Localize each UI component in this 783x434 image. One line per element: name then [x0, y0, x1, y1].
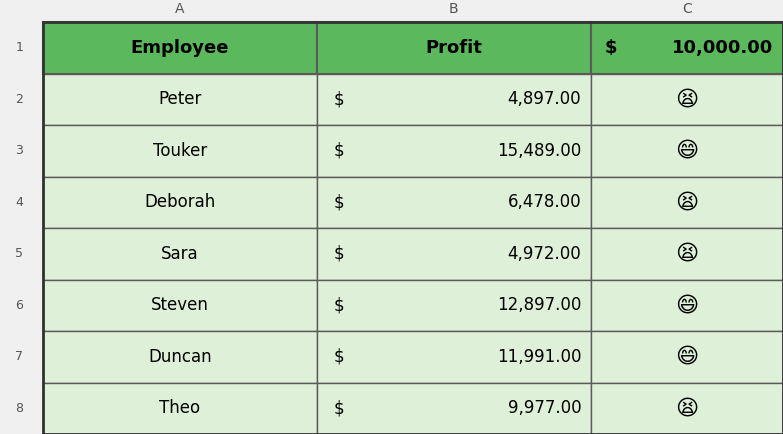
- Text: 😫: 😫: [675, 89, 698, 109]
- Text: Sara: Sara: [161, 245, 199, 263]
- Bar: [590, 177, 783, 228]
- Text: 12,897.00: 12,897.00: [497, 296, 581, 314]
- Bar: [590, 125, 783, 177]
- Text: Employee: Employee: [131, 39, 229, 57]
- Text: 6,478.00: 6,478.00: [507, 193, 581, 211]
- Bar: [43, 177, 317, 228]
- Text: 4,972.00: 4,972.00: [507, 245, 581, 263]
- Bar: [317, 279, 590, 331]
- Text: $: $: [334, 348, 345, 366]
- Text: $: $: [334, 142, 345, 160]
- Text: 😄: 😄: [675, 141, 698, 161]
- Bar: [590, 279, 783, 331]
- Text: 2: 2: [16, 93, 23, 106]
- Text: 4: 4: [16, 196, 23, 209]
- Bar: [590, 73, 783, 125]
- Text: 😫: 😫: [675, 192, 698, 212]
- Text: 9,977.00: 9,977.00: [507, 399, 581, 417]
- Bar: [43, 279, 317, 331]
- Text: $: $: [334, 399, 345, 417]
- Text: 8: 8: [16, 402, 23, 415]
- Text: 7: 7: [16, 350, 23, 363]
- Bar: [317, 73, 590, 125]
- Text: 3: 3: [16, 144, 23, 157]
- Text: A: A: [175, 2, 185, 16]
- Text: 15,489.00: 15,489.00: [497, 142, 581, 160]
- Bar: [590, 22, 783, 73]
- Text: $: $: [604, 39, 617, 57]
- Bar: [43, 331, 317, 382]
- Bar: [317, 125, 590, 177]
- Bar: [590, 382, 783, 434]
- Text: $: $: [334, 296, 345, 314]
- Text: 1: 1: [16, 41, 23, 54]
- Bar: [590, 228, 783, 279]
- Text: 5: 5: [16, 247, 23, 260]
- Text: $: $: [334, 245, 345, 263]
- Text: 😫: 😫: [675, 244, 698, 264]
- Text: Peter: Peter: [158, 90, 202, 108]
- Text: $: $: [334, 90, 345, 108]
- Text: 10,000.00: 10,000.00: [673, 39, 774, 57]
- Text: Duncan: Duncan: [148, 348, 211, 366]
- Bar: [590, 331, 783, 382]
- Text: 😄: 😄: [675, 347, 698, 367]
- Text: 4,897.00: 4,897.00: [507, 90, 581, 108]
- Bar: [317, 177, 590, 228]
- Text: Steven: Steven: [151, 296, 209, 314]
- Text: 11,991.00: 11,991.00: [496, 348, 581, 366]
- Bar: [43, 22, 317, 73]
- Bar: [317, 382, 590, 434]
- Text: Touker: Touker: [153, 142, 207, 160]
- Text: Deborah: Deborah: [144, 193, 215, 211]
- Bar: [43, 382, 317, 434]
- Text: 6: 6: [16, 299, 23, 312]
- Bar: [43, 73, 317, 125]
- Text: 😄: 😄: [675, 295, 698, 315]
- Bar: [317, 228, 590, 279]
- Bar: [43, 125, 317, 177]
- Text: C: C: [682, 2, 691, 16]
- Text: 😫: 😫: [675, 398, 698, 418]
- Bar: [43, 228, 317, 279]
- Text: B: B: [449, 2, 459, 16]
- Bar: [317, 22, 590, 73]
- Text: $: $: [334, 193, 345, 211]
- Bar: [317, 331, 590, 382]
- Text: Profit: Profit: [425, 39, 482, 57]
- Text: Theo: Theo: [160, 399, 200, 417]
